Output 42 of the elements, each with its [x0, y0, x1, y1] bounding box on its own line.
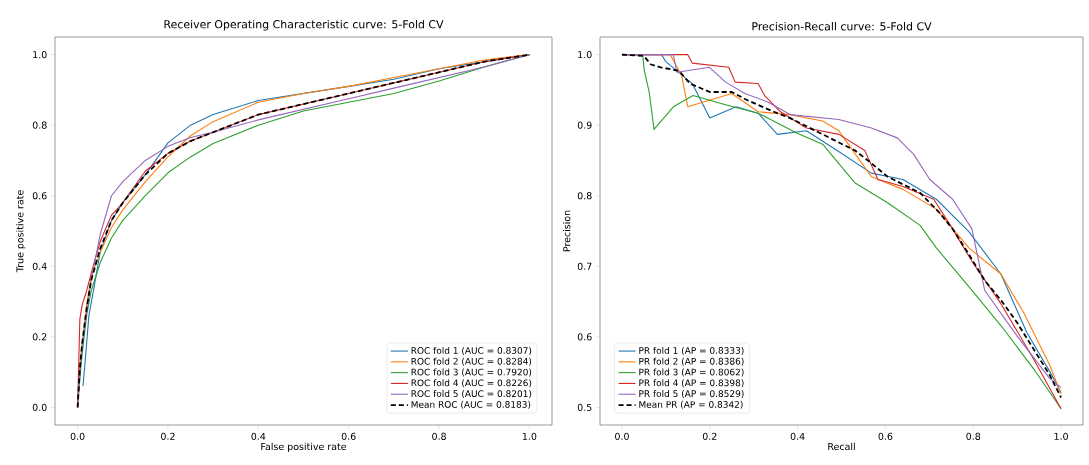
- legend-label: ROC fold 2 (AUC = 0.8284): [411, 357, 532, 366]
- chart-title: Precision-Recall curve: 5-Fold CV: [752, 22, 932, 31]
- legend-label: ROC fold 4 (AUC = 0.8226): [411, 379, 532, 388]
- legend-label: ROC fold 3 (AUC = 0.7920): [411, 368, 532, 377]
- y-tick-label: 0.2: [32, 333, 47, 341]
- legend-label: ROC fold 1 (AUC = 0.8307): [411, 346, 532, 355]
- y-tick-label: 0.5: [577, 403, 592, 411]
- y-tick-label: 1.0: [33, 51, 47, 59]
- x-tick-label: 1.0: [522, 432, 537, 440]
- x-tick-label: 0.6: [341, 432, 356, 440]
- legend-label: PR fold 2 (AP = 0.8386): [639, 357, 744, 366]
- x-tick-label: 0.0: [70, 432, 85, 440]
- legend-label: Mean PR (AP = 0.8342): [639, 400, 743, 409]
- x-tick-label: 0.4: [251, 432, 266, 440]
- legend-label: PR fold 4 (AP = 0.8398): [639, 379, 744, 388]
- legend-label: ROC fold 5 (AUC = 0.8201): [411, 390, 532, 399]
- y-tick-label: 1.0: [578, 51, 592, 59]
- legend-label: Mean ROC (AUC = 0.8183): [411, 400, 531, 409]
- x-tick-label: 0.6: [878, 432, 893, 440]
- x-tick-label: 0.8: [966, 432, 981, 440]
- x-axis-title: Recall: [828, 442, 855, 451]
- x-tick-label: 0.4: [790, 432, 805, 440]
- x-tick-label: 0.8: [432, 432, 446, 440]
- legend-label: PR fold 5 (AP = 0.8529): [639, 390, 744, 399]
- y-tick-label: 0.4: [32, 262, 47, 270]
- y-tick-label: 0.0: [32, 403, 47, 411]
- y-tick-label: 0.9: [577, 121, 592, 129]
- y-tick-label: 0.8: [577, 192, 592, 200]
- x-tick-label: 0.2: [702, 432, 717, 440]
- x-tick-label: 0.2: [161, 432, 175, 440]
- chart-title: Receiver Operating Characteristic curve: 5-Fold CV: [164, 19, 444, 31]
- y-axis-title: Precision: [563, 210, 571, 252]
- x-tick-label: 1.0: [1054, 432, 1068, 440]
- y-axis-title: True positive rate: [16, 190, 26, 273]
- y-tick-label: 0.7: [577, 262, 592, 270]
- x-tick-label: 0.0: [615, 432, 629, 440]
- y-tick-label: 0.6: [32, 192, 47, 200]
- y-tick-label: 0.6: [577, 333, 592, 341]
- y-tick-label: 0.8: [32, 121, 47, 129]
- legend-label: PR fold 3 (AP = 0.8062): [639, 368, 744, 377]
- legend-label: PR fold 1 (AP = 0.8333): [639, 346, 744, 355]
- x-axis-title: False positive rate: [261, 442, 347, 452]
